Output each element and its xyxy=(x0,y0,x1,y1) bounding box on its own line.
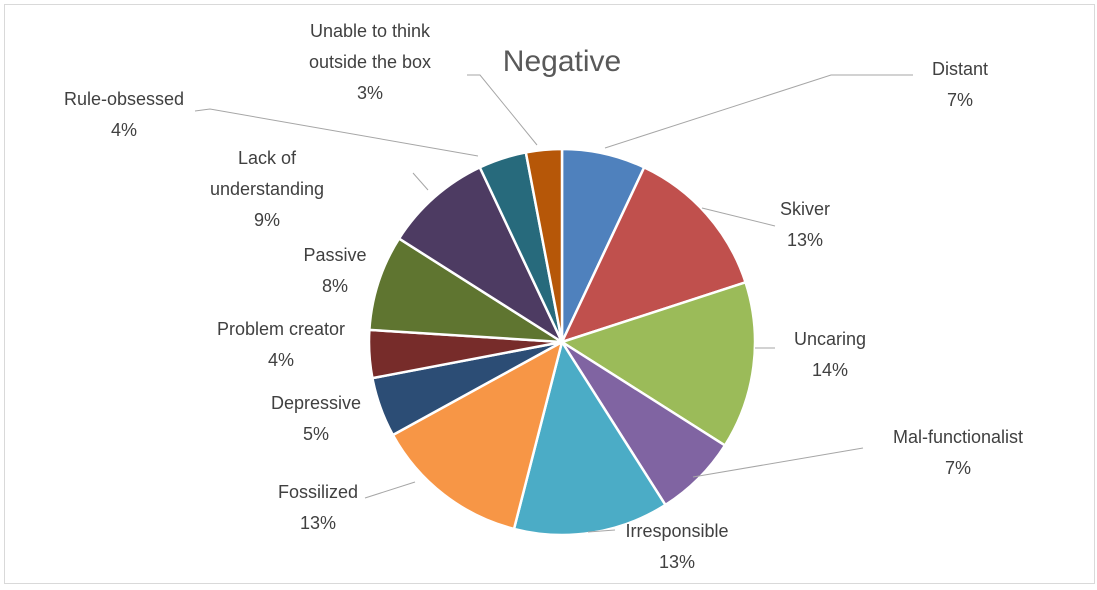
leader-line xyxy=(194,108,479,157)
leader-line xyxy=(364,481,416,499)
chart-area: Negative Distant 7% Skiver 13% Uncaring 14% Ma… xyxy=(4,4,1095,584)
pie-slice-skiver xyxy=(560,166,747,344)
chart-title: Negative xyxy=(503,45,621,78)
pie-slice-lack-of-understanding xyxy=(397,166,564,344)
leader-lines xyxy=(194,74,913,533)
pie-slices xyxy=(367,147,757,537)
leader-line xyxy=(604,74,913,149)
pie-slice-irresponsible xyxy=(512,340,667,537)
pie-slice-passive xyxy=(368,237,564,344)
data-label: Passive 8% xyxy=(303,245,366,296)
data-labels: Distant 7% Skiver 13% Uncaring 14% Mal-functio… xyxy=(64,21,1023,572)
pie-slice-unable-to-think-outside-the-box xyxy=(524,147,564,344)
data-label: Uncaring 14% xyxy=(794,329,866,380)
data-label: Mal-functionalist 7% xyxy=(893,427,1023,478)
data-label: Lack of understanding 9% xyxy=(210,148,324,230)
data-label: Distant 7% xyxy=(932,59,988,110)
data-label: Rule-obsessed 4% xyxy=(64,89,184,140)
leader-line xyxy=(412,172,429,191)
data-label: Fossilized 13% xyxy=(278,482,358,533)
leader-line xyxy=(587,529,616,533)
data-label: Unable to think outside the box 3% xyxy=(309,21,431,103)
data-label: Depressive 5% xyxy=(271,393,361,444)
leader-line xyxy=(701,207,776,227)
data-label: Skiver 13% xyxy=(780,199,830,250)
data-label: Problem creator 4% xyxy=(217,319,345,370)
leader-line xyxy=(692,447,864,478)
pie-slice-uncaring xyxy=(560,281,757,447)
pie-chart: Negative Distant 7% Skiver 13% Uncaring 14% Ma… xyxy=(64,21,1023,572)
data-label: Irresponsible 13% xyxy=(625,521,728,572)
leader-line xyxy=(467,74,538,146)
pie-slice-fossilized xyxy=(391,340,564,531)
